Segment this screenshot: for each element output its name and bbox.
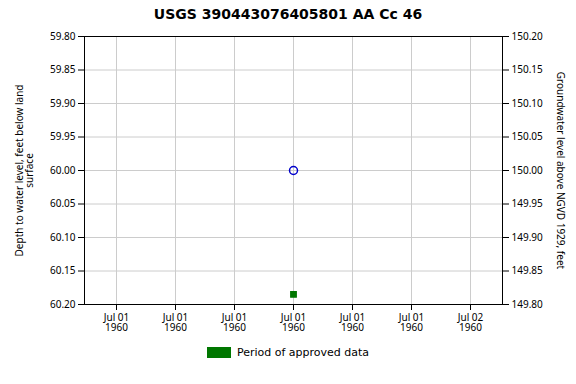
svg-text:149.90: 149.90 (512, 230, 544, 244)
svg-text:Jul 011960: Jul 011960 (280, 310, 307, 334)
svg-text:Jul 021960: Jul 021960 (457, 310, 484, 334)
svg-text:59.90: 59.90 (50, 96, 76, 110)
svg-text:Jul 011960: Jul 011960 (162, 310, 189, 334)
svg-text:150.20: 150.20 (512, 29, 544, 43)
svg-text:150.15: 150.15 (512, 62, 544, 76)
svg-text:60.10: 60.10 (50, 230, 76, 244)
svg-text:Jul 011960: Jul 011960 (221, 310, 248, 334)
svg-text:Jul 011960: Jul 011960 (339, 310, 366, 334)
svg-text:Depth to water level, feet bel: Depth to water level, feet below landsur… (12, 85, 36, 257)
svg-text:Jul 011960: Jul 011960 (398, 310, 425, 334)
svg-text:60.15: 60.15 (50, 263, 76, 277)
svg-text:150.00: 150.00 (512, 163, 544, 177)
svg-text:149.95: 149.95 (512, 196, 544, 210)
svg-text:Groundwater level above NGVD 1: Groundwater level above NGVD 1929, feet (554, 72, 568, 270)
svg-text:59.80: 59.80 (50, 29, 76, 43)
svg-text:59.85: 59.85 (50, 62, 76, 76)
svg-text:150.10: 150.10 (512, 96, 544, 110)
html-text:USGS 390443076405801 AA Cc 46: USGS 390443076405801 AA Cc 46 (153, 6, 423, 22)
svg-text:150.05: 150.05 (512, 129, 544, 143)
svg-text:60.20: 60.20 (50, 297, 76, 311)
svg-text:149.85: 149.85 (512, 263, 544, 277)
svg-text:60.00: 60.00 (50, 163, 76, 177)
svg-text:59.95: 59.95 (50, 129, 76, 143)
svg-text:Jul 011960: Jul 011960 (103, 310, 130, 334)
svg-text:149.80: 149.80 (512, 297, 544, 311)
svg-text:60.05: 60.05 (50, 196, 76, 210)
html-text:Period of approved data: Period of approved data (236, 346, 370, 359)
